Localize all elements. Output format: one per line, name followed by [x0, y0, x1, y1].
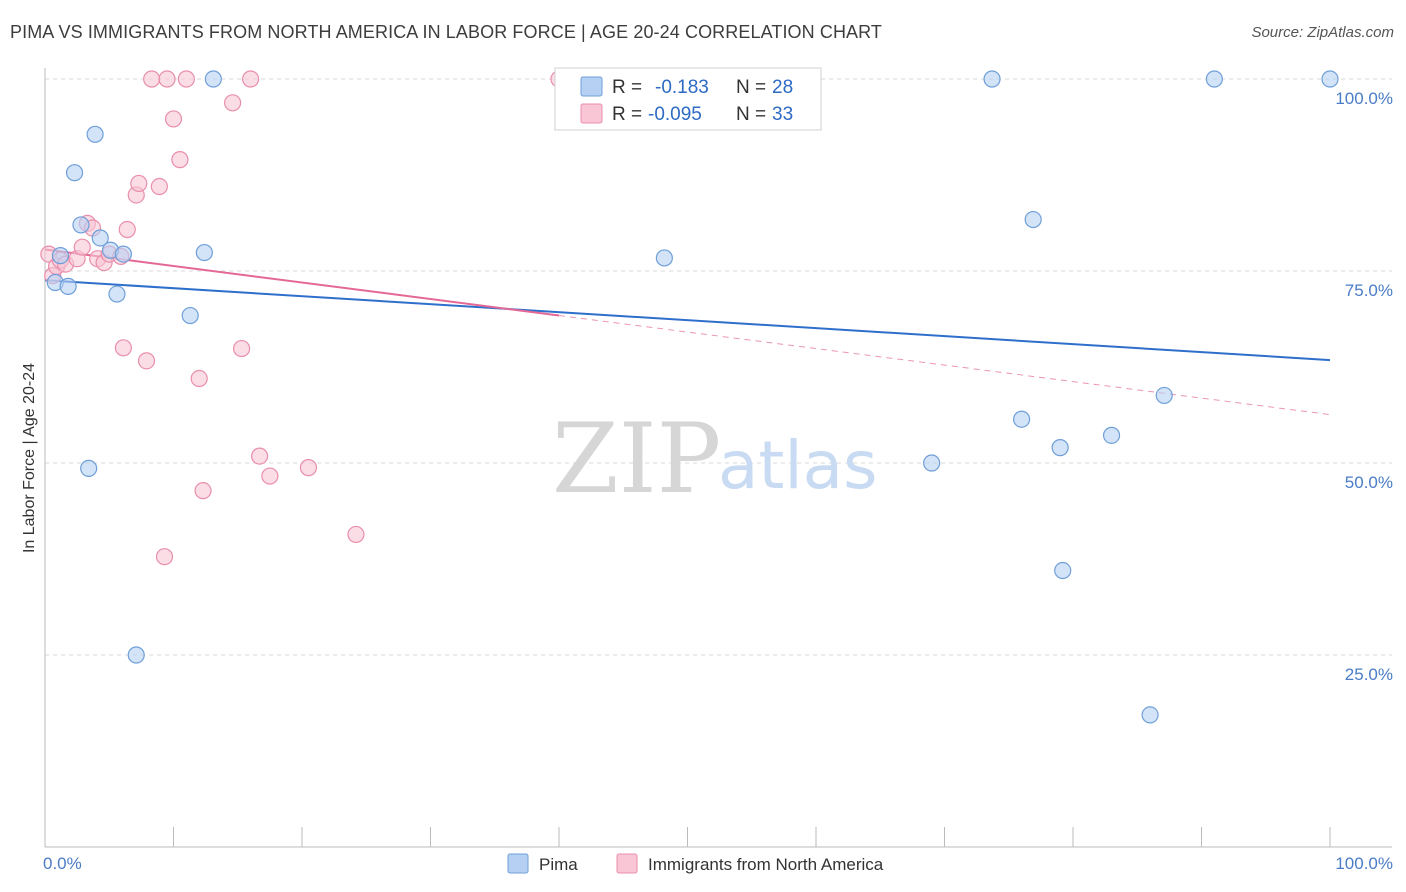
legend-pima-label: Pima	[539, 855, 578, 874]
x-tick-label-max: 100.0%	[1335, 854, 1393, 873]
immigrants-point	[177, 70, 195, 88]
pima-point	[65, 164, 84, 182]
y-tick-label: 25.0%	[1345, 665, 1393, 684]
stats-box: R = -0.183 N = 28 R = -0.095 N = 33	[554, 67, 822, 131]
pima-point	[1024, 210, 1042, 229]
immigrants-point	[224, 94, 242, 112]
y-tick-label: 50.0%	[1345, 473, 1393, 492]
immigrants-point	[158, 70, 176, 88]
pima-point	[51, 247, 70, 265]
immigrants-point	[190, 369, 208, 388]
y-axis-label: In Labor Force | Age 20-24	[21, 363, 38, 553]
immigrants-point	[171, 151, 189, 169]
immigrants-point	[155, 548, 174, 566]
pima-point	[1012, 410, 1031, 428]
data-points	[40, 70, 1339, 724]
x-tick-label-min: 0.0%	[43, 854, 82, 873]
pima-point	[655, 249, 673, 267]
axes	[44, 68, 1392, 848]
pima-point	[80, 459, 98, 477]
pima-swatch	[580, 76, 603, 97]
pima-point	[91, 229, 109, 247]
pima-point	[1155, 386, 1173, 405]
pima-point	[1054, 561, 1072, 580]
immigrants-point	[250, 447, 269, 465]
immigrants-point	[299, 459, 318, 477]
imm-n-value: 33	[772, 104, 793, 125]
immigrants-point	[143, 70, 161, 88]
grid-lines	[45, 78, 1392, 656]
immigrants-point	[73, 238, 91, 256]
immigrants-point	[114, 339, 132, 357]
pima-point	[114, 245, 132, 263]
watermark-atlas: atlas	[718, 427, 878, 504]
immigrants-point	[261, 467, 279, 485]
pima-point	[204, 70, 222, 88]
watermark-zip: ZIP	[552, 403, 721, 515]
immigrants-point	[137, 352, 156, 370]
imm-r-value: -0.095	[648, 104, 702, 125]
pima-point	[127, 646, 145, 664]
y-tick-label: 100.0%	[1335, 89, 1393, 108]
pima-point	[108, 285, 126, 303]
immigrants-point	[233, 339, 251, 358]
bottom-legend: Pima Immigrants from North America	[507, 853, 884, 874]
immigrants-point	[347, 525, 365, 544]
immigrants-point	[150, 177, 168, 196]
trend-lines	[44, 248, 1331, 416]
legend-immigrants-swatch	[616, 853, 638, 874]
pima-r-value: -0.183	[655, 77, 709, 98]
trend-line-dashed-1	[558, 315, 1331, 416]
pima-point	[181, 306, 199, 325]
pima-point	[1102, 426, 1121, 444]
trend-line-1	[44, 248, 560, 317]
pima-point	[1321, 70, 1339, 88]
pima-point	[1051, 439, 1069, 457]
watermark: ZIP atlas	[552, 403, 878, 515]
pima-point	[195, 243, 213, 262]
legend-immigrants-label: Immigrants from North America	[648, 855, 884, 874]
pima-n-value: 28	[772, 77, 793, 98]
immigrants-point	[164, 110, 183, 128]
trend-line-0	[44, 279, 1331, 362]
tick-labels: 25.0% 50.0% 75.0% 100.0% 0.0% 100.0%	[43, 89, 1393, 873]
pima-point	[983, 70, 1001, 88]
immigrants-point	[130, 174, 148, 193]
immigrants-point	[242, 70, 260, 88]
immigrants-point	[194, 482, 212, 500]
chart-title: PIMA VS IMMIGRANTS FROM NORTH AMERICA IN…	[10, 22, 883, 42]
pima-point	[923, 454, 941, 472]
pima-point	[72, 216, 90, 234]
pima-point	[1205, 70, 1223, 88]
pima-point	[59, 277, 77, 295]
imm-n-label: N =	[736, 104, 766, 125]
y-tick-label: 75.0%	[1345, 281, 1393, 300]
pima-point	[1141, 706, 1159, 724]
immigrants-swatch	[580, 103, 603, 124]
imm-r-label: R =	[612, 104, 642, 125]
pima-point	[86, 125, 104, 143]
source-credit: Source: ZipAtlas.com	[1251, 24, 1394, 41]
pima-r-label: R =	[612, 77, 642, 98]
immigrants-point	[118, 220, 136, 239]
pima-n-label: N =	[736, 77, 766, 98]
legend-pima-swatch	[507, 853, 529, 874]
